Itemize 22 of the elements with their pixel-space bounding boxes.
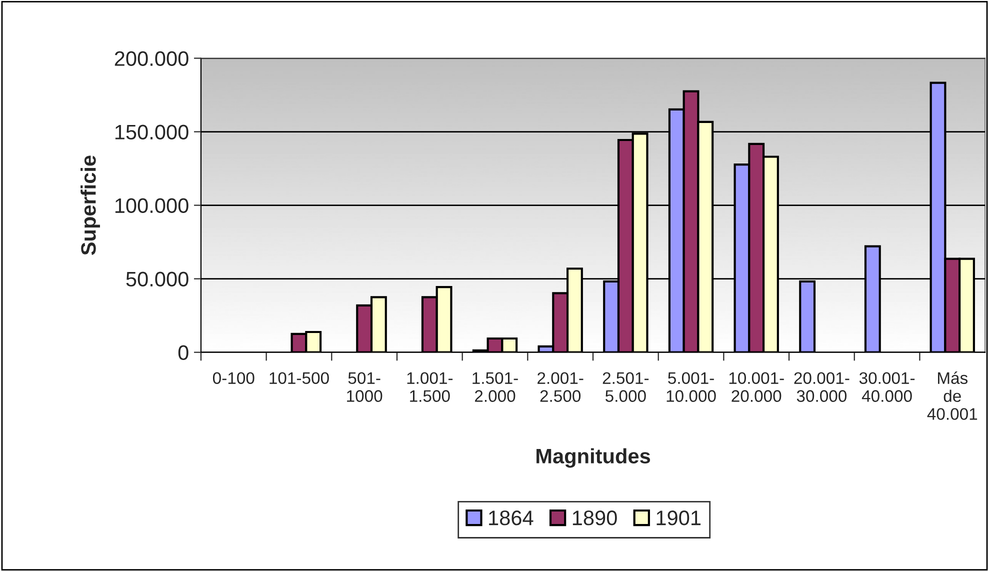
x-tick-label: 501- 1000 — [347, 372, 382, 402]
x-tick-label: Más de 40.001 — [927, 372, 978, 420]
y-tick-label: 50.000 — [126, 272, 188, 287]
x-tick-label: 5.001- 10.000 — [666, 372, 716, 402]
x-tick-label: 30.001- 40.000 — [859, 372, 915, 402]
y-tick-label: 0 — [178, 345, 188, 360]
x-tick-label: 101-500 — [270, 372, 329, 384]
y-tick-label: 100.000 — [115, 198, 188, 214]
x-tick-label: 1.501- 2.000 — [472, 372, 518, 402]
y-axis-title: Superficie — [80, 156, 100, 256]
y-tick-label: 200.000 — [114, 51, 188, 66]
legend-label: 1890 — [572, 510, 617, 526]
x-tick-label: 20.001- 30.000 — [794, 372, 850, 402]
x-tick-label: 0-100 — [212, 372, 254, 384]
y-tick-label: 150.000 — [115, 124, 188, 140]
x-tick-label: 2.501- 5.000 — [602, 372, 649, 402]
x-tick-label: 1.001- 1.500 — [407, 372, 453, 402]
x-tick-label: 10.001- 20.000 — [729, 372, 784, 402]
x-tick-label: 2.001- 2.500 — [538, 372, 584, 402]
legend-label: 1864 — [489, 510, 534, 526]
legend-label: 1901 — [656, 510, 701, 526]
x-axis-title: Magnitudes — [536, 448, 650, 468]
